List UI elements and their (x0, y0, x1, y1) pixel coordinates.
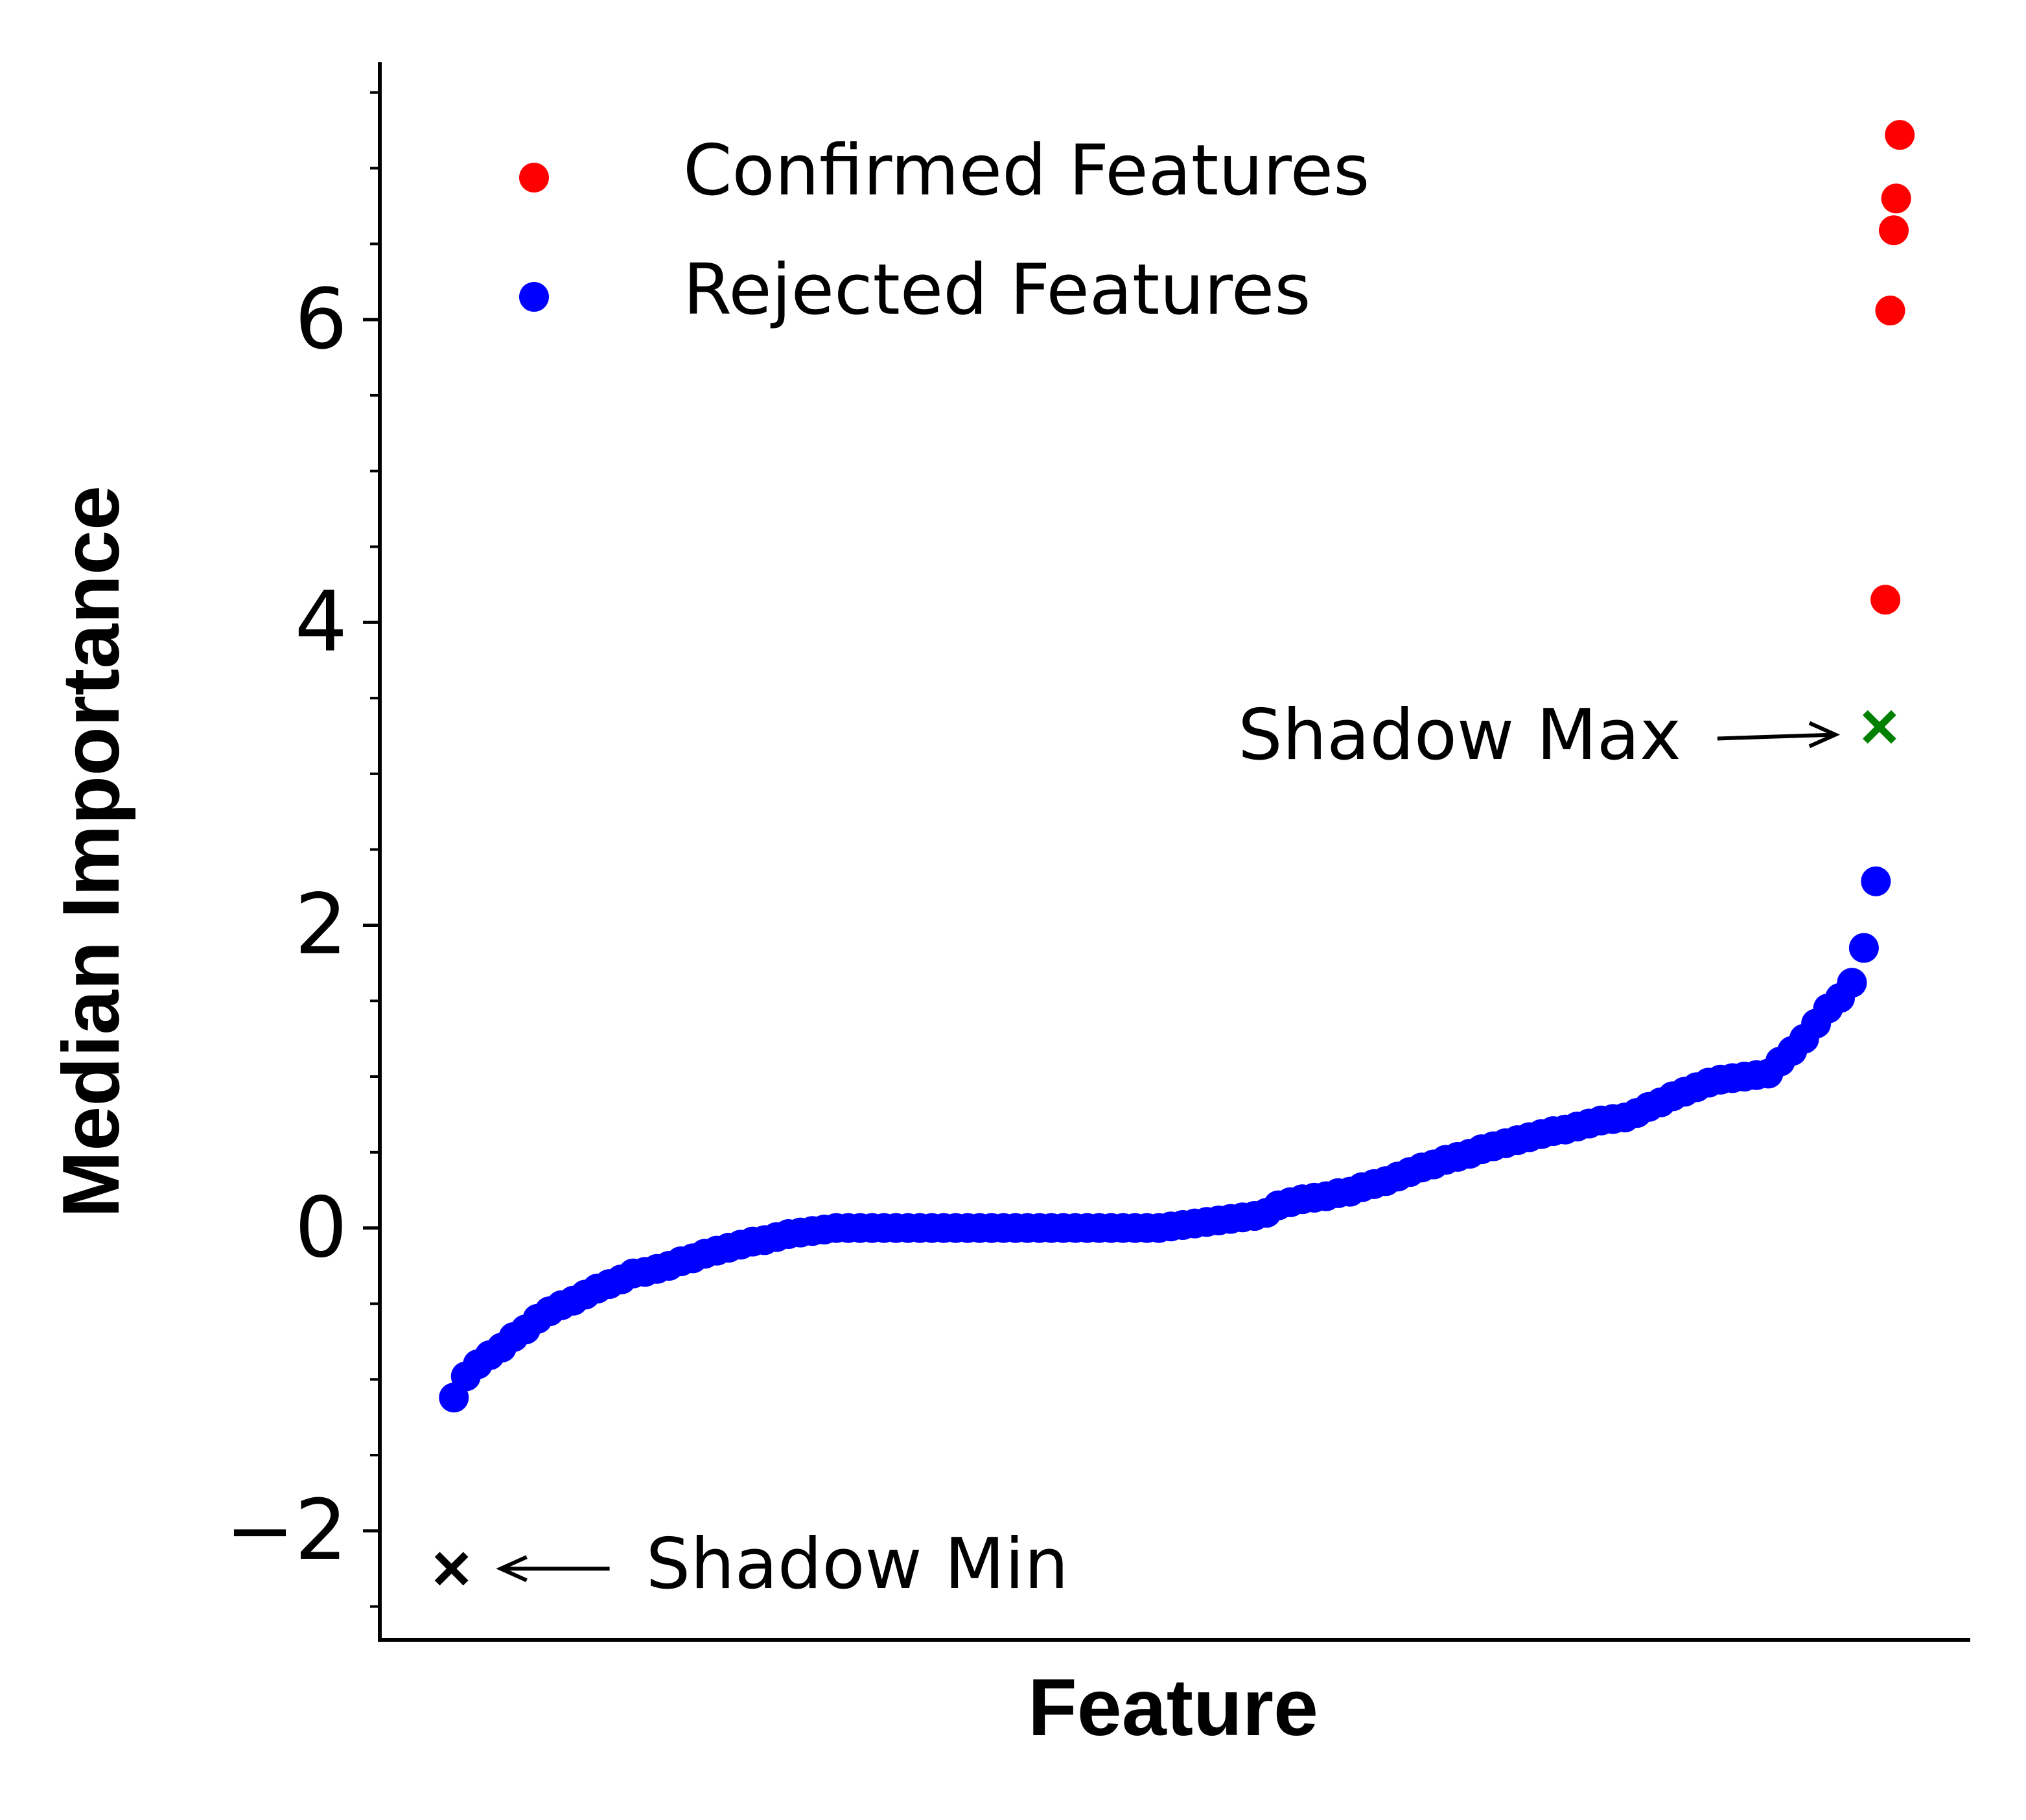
y-tick-label: 6 (295, 271, 347, 368)
annotation: Shadow Max (1238, 695, 1681, 776)
y-tick-label: −2 (225, 1482, 347, 1579)
y-tick-label: 2 (295, 877, 347, 974)
arrow (1717, 732, 1835, 741)
data-point (1837, 968, 1867, 998)
data-point (1879, 215, 1909, 246)
legend-label: Confirmed Features (683, 130, 1369, 211)
arrow-head (1808, 721, 1841, 749)
data-point (1870, 585, 1901, 615)
data-point (1861, 866, 1891, 896)
arrow-head (496, 1555, 528, 1582)
legend-marker (519, 282, 549, 312)
annotation: Shadow Min (646, 1524, 1069, 1605)
x-axis-label: Feature (1028, 1663, 1318, 1753)
y-tick-label: 0 (295, 1180, 347, 1276)
shadow-marker (434, 1552, 469, 1586)
data-point (1875, 296, 1905, 326)
data-point (1885, 120, 1915, 150)
shadow-marker (1862, 710, 1896, 744)
legend-marker (519, 163, 549, 192)
data-point (1881, 183, 1911, 214)
legend-label: Rejected Features (683, 250, 1311, 331)
y-axis-label: Median Importance (47, 485, 136, 1218)
y-tick-label: 4 (295, 574, 347, 670)
data-point (1848, 933, 1879, 963)
